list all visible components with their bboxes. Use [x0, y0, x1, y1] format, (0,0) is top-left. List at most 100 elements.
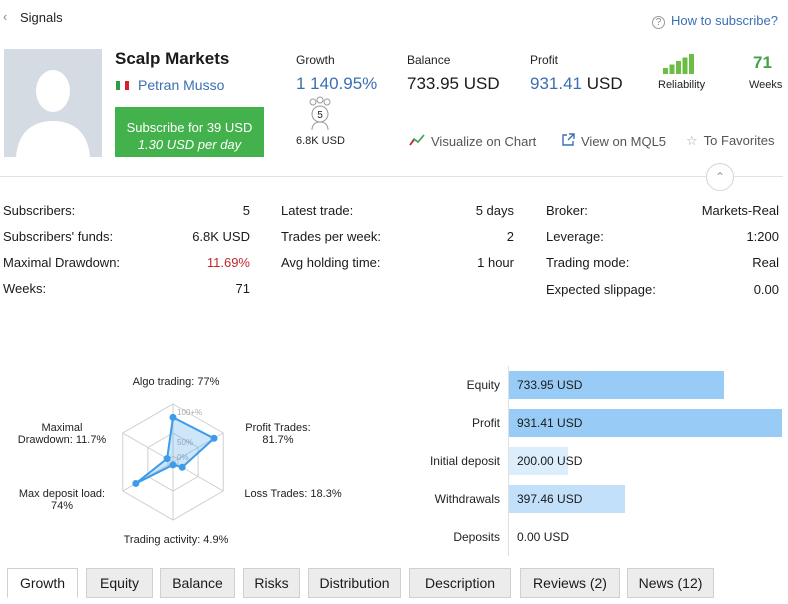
bar [509, 485, 626, 513]
subscribers-funds: 6.8K USD [296, 135, 345, 147]
bar-category-label: Initial deposit [429, 454, 500, 468]
detail-label: Subscribers: [3, 203, 76, 218]
star-icon: ☆ [686, 133, 698, 148]
bar-axis-line [508, 366, 509, 556]
radar-label-algo-trading: Algo trading: 77% [132, 376, 220, 388]
to-favorites-button[interactable]: ☆ To Favorites [686, 133, 774, 149]
reliability-bar [676, 61, 681, 74]
tab-equity[interactable]: Equity [86, 568, 153, 598]
bar-value-label: 397.46 USD [517, 492, 583, 506]
tab-balance[interactable]: Balance [160, 568, 235, 598]
detail-value: Markets-Real [701, 203, 779, 218]
tab-news-12[interactable]: News (12) [627, 568, 714, 598]
detail-label: Avg holding time: [281, 255, 381, 270]
detail-value: 1 hour [477, 255, 514, 270]
author-link[interactable]: Petran Musso [138, 77, 225, 93]
radar-label-trading-activity: Trading activity: 4.9% [123, 534, 229, 546]
reliability-bar [663, 68, 668, 74]
detail-value: 5 [242, 203, 250, 218]
detail-label: Trading mode: [546, 255, 630, 270]
visualize-on-chart-button[interactable]: Visualize on Chart [409, 133, 536, 149]
bar-category-label: Profit [471, 416, 500, 430]
radar-point [169, 461, 177, 469]
growth-value: 1 140.95% [296, 74, 378, 93]
view-on-mql5-button[interactable]: View on MQL5 [561, 133, 666, 149]
breadcrumb-signals[interactable]: Signals [20, 10, 63, 25]
tab-reviews-2[interactable]: Reviews (2) [520, 568, 620, 598]
weeks-label: Weeks [749, 79, 783, 91]
bar [509, 447, 568, 475]
bar-category-label: Withdrawals [434, 492, 500, 506]
reliability-bars-icon [663, 54, 694, 74]
radar-point [132, 479, 140, 487]
tab-distribution[interactable]: Distribution [308, 568, 401, 598]
bar-value-label: 0.00 USD [517, 530, 570, 544]
chart-line-icon [409, 134, 425, 146]
detail-label: Expected slippage: [546, 282, 656, 297]
tab-growth[interactable]: Growth [7, 568, 78, 598]
radar-point [169, 413, 177, 421]
chevron-left-icon[interactable]: ‹ [3, 9, 8, 24]
visualize-label: Visualize on Chart [431, 134, 537, 149]
detail-value: 5 days [475, 203, 514, 218]
profit-value: 931.41 USD [530, 74, 623, 94]
radar-point [163, 455, 171, 463]
radar-chart: 100+% 50% 0% [122, 403, 224, 521]
subscribers-icon: 5 [309, 96, 331, 130]
bar [509, 371, 725, 399]
reliability-label: Reliability [658, 79, 706, 91]
detail-label: Latest trade: [281, 203, 354, 218]
bar-value-label: 733.95 USD [517, 378, 583, 392]
radar-ring-label: 50% [177, 438, 193, 447]
subscribe-button[interactable]: Subscribe for 39 USD 1.30 USD per day [115, 107, 264, 157]
tab-risks[interactable]: Risks [243, 568, 300, 598]
detail-label: Trades per week: [281, 229, 381, 244]
detail-value: 0.00 [753, 282, 779, 297]
detail-label: Broker: [546, 203, 588, 218]
reliability-bar [669, 64, 675, 74]
bar-value-label: 931.41 USD [517, 416, 583, 430]
how-to-subscribe-link[interactable]: ? How to subscribe? [652, 13, 778, 29]
detail-value: Real [752, 255, 779, 270]
growth-label: Growth [296, 53, 335, 67]
subscribe-price: Subscribe for 39 USD [126, 120, 253, 135]
radar-point [210, 434, 218, 442]
radar-label-profit-trades: Profit Trades: 81.7% [245, 422, 311, 446]
detail-value: 11.69% [206, 255, 250, 270]
tab-description[interactable]: Description [409, 568, 511, 598]
detail-value: 71 [235, 281, 250, 296]
profit-label: Profit [530, 53, 559, 67]
bar-category-label: Equity [466, 378, 500, 392]
subscribe-daily-price: 1.30 USD per day [137, 137, 242, 152]
profit-unit: USD [586, 74, 623, 93]
external-link-icon [562, 133, 575, 146]
view-mql5-label: View on MQL5 [581, 134, 667, 149]
avatar [4, 49, 102, 157]
chevron-up-icon: ⌃ [714, 170, 726, 184]
detail-label: Weeks: [3, 281, 47, 296]
how-to-subscribe-label: How to subscribe? [671, 13, 778, 28]
radar-ring-label: 0% [177, 453, 189, 462]
balance-value: 733.95 USD [407, 74, 500, 93]
bar [509, 409, 782, 437]
detail-label: Leverage: [546, 229, 604, 244]
balance-label: Balance [407, 53, 451, 67]
signal-name[interactable]: Scalp Markets [115, 49, 230, 68]
weeks-value: 71 [753, 53, 772, 72]
reliability-bar [689, 54, 694, 74]
question-circle-icon: ? [652, 16, 665, 29]
detail-value: 1:200 [746, 229, 779, 244]
reliability-bar [682, 57, 688, 74]
user-silhouette-icon [4, 49, 102, 157]
subscribers-count: 5 [317, 110, 323, 121]
radar-ring-label: 100+% [177, 408, 202, 417]
detail-label: Subscribers' funds: [3, 229, 114, 244]
section-divider [0, 176, 783, 177]
detail-value: 2 [506, 229, 514, 244]
collapse-button[interactable]: ⌃ [706, 163, 734, 191]
favorites-label: To Favorites [703, 133, 775, 148]
radar-point [178, 463, 186, 471]
radar-label-max-deposit-load: Max deposit load: 74% [18, 488, 106, 512]
italy-flag-icon [116, 81, 129, 90]
bar-value-label: 200.00 USD [517, 454, 583, 468]
